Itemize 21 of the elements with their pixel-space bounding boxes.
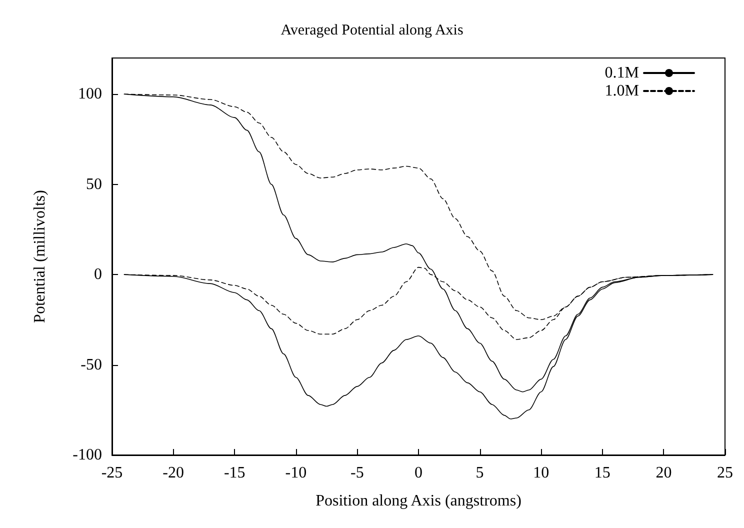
x-tick-label: 15 [594, 464, 610, 482]
legend-label: 0.1M [604, 64, 639, 82]
x-tick-label: -5 [350, 464, 364, 482]
y-tick-label: 50 [86, 176, 102, 193]
y-tick-label: -100 [72, 446, 102, 464]
y-tick-label: -50 [80, 356, 102, 374]
x-tick-label: 25 [717, 464, 733, 482]
x-tick-label: -10 [285, 464, 307, 482]
y-tick-label: 100 [78, 86, 102, 103]
x-tick-label: 0 [414, 464, 422, 482]
x-tick-label: -25 [101, 464, 123, 482]
x-tick-label: 10 [533, 464, 550, 482]
x-tick-label: 20 [656, 464, 672, 482]
y-tick-label: 0 [94, 266, 102, 284]
legend-label: 1.0M [604, 82, 639, 100]
x-tick-label: 5 [476, 464, 484, 482]
x-tick-label: -15 [224, 464, 246, 482]
y-axis-title: Potential (millivolts) [32, 190, 48, 323]
chart-title: Averaged Potential along Axis [280, 22, 464, 38]
x-tick-label: -20 [162, 464, 184, 482]
x-axis-title: Position along Axis (angstroms) [316, 492, 522, 510]
